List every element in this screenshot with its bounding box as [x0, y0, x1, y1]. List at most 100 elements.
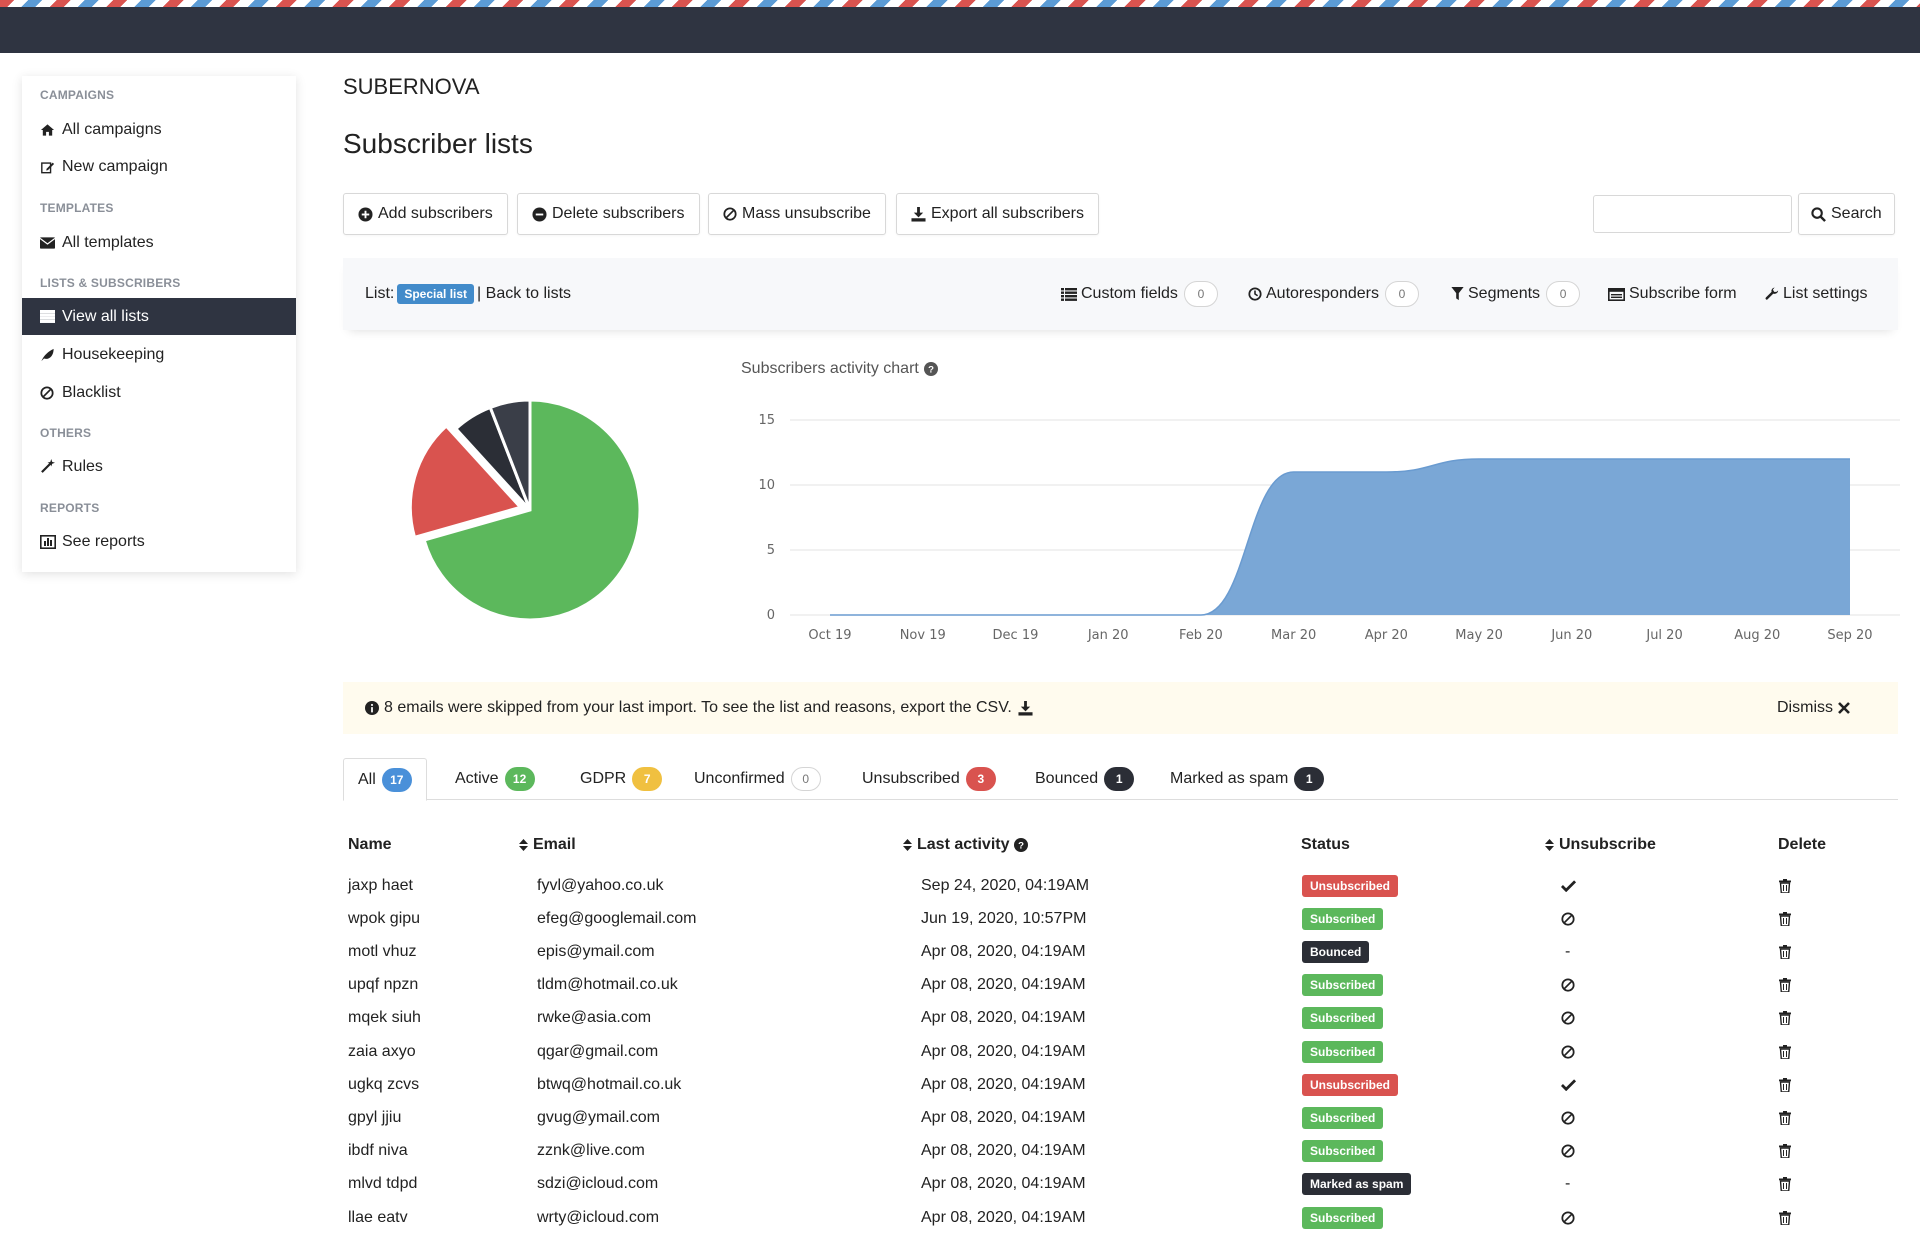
status-badge: Subscribed	[1302, 1007, 1384, 1030]
check-icon[interactable]	[1561, 879, 1576, 892]
sidebar-item-new-campaign[interactable]: New campaign	[22, 148, 296, 185]
custom-fields-link[interactable]: Custom fields 0	[1061, 281, 1218, 307]
back-to-lists-link[interactable]: | Back to lists	[477, 285, 572, 302]
subscriber-email[interactable]: epis@ymail.com	[537, 942, 655, 960]
trash-icon[interactable]	[1779, 1011, 1791, 1026]
trash-icon[interactable]	[1779, 978, 1791, 993]
sidebar-item-label: All campaigns	[62, 120, 162, 138]
trash-icon[interactable]	[1779, 911, 1791, 926]
subscriber-email[interactable]: qgar@gmail.com	[537, 1042, 659, 1060]
ban-icon[interactable]	[1561, 978, 1575, 992]
subscriber-filter-tabs: All 17 Active 12 GDPR 7 Unconfirmed 0 Un…	[343, 758, 1898, 801]
trash-icon[interactable]	[1779, 1077, 1791, 1092]
trash-icon[interactable]	[1779, 1177, 1791, 1192]
sidebar-item-all-templates[interactable]: All templates	[22, 224, 296, 261]
pie-slice-marked-as-spam[interactable]	[488, 398, 532, 511]
sidebar-item-all-campaigns[interactable]: All campaigns	[22, 111, 296, 148]
table-row: ugkq zcvs btwq@hotmail.co.uk Apr 08, 2020,…	[343, 1068, 1898, 1101]
column-header-email[interactable]: Email	[519, 836, 576, 854]
trash-icon[interactable]	[1779, 1144, 1791, 1159]
bar-chart-icon	[40, 534, 62, 549]
tab-unconfirmed[interactable]: Unconfirmed 0	[694, 758, 821, 800]
y-tick-label: 5	[767, 543, 775, 558]
trash-icon[interactable]	[1779, 1044, 1791, 1059]
ban-icon[interactable]	[1561, 912, 1575, 926]
search-input[interactable]	[1593, 195, 1792, 233]
subscriber-email[interactable]: sdzi@icloud.com	[537, 1175, 659, 1193]
column-header-name: Name	[348, 836, 392, 854]
subscribe-form-label: Subscribe form	[1629, 285, 1737, 302]
subscriber-email[interactable]: tldm@hotmail.co.uk	[537, 976, 678, 994]
search-label: Search	[1831, 205, 1882, 222]
pie-slice-active[interactable]	[422, 398, 642, 622]
add-subscribers-button[interactable]: Add subscribers	[343, 193, 508, 235]
question-circle-icon[interactable]: ?	[923, 362, 938, 376]
subscriber-email[interactable]: btwq@hotmail.co.uk	[537, 1075, 682, 1093]
x-tick-label: Aug 20	[1734, 628, 1780, 643]
tab-label: Active	[455, 770, 499, 787]
sidebar-item-housekeeping[interactable]: Housekeeping	[22, 336, 296, 373]
check-icon[interactable]	[1561, 1079, 1576, 1091]
unsubscribe-cell	[1561, 1068, 1576, 1101]
mass-unsubscribe-button[interactable]: Mass unsubscribe	[708, 193, 886, 235]
ban-icon[interactable]	[1561, 1111, 1575, 1125]
plus-circle-icon	[358, 206, 373, 222]
sidebar-item-rules[interactable]: Rules	[22, 448, 296, 485]
ban-icon[interactable]	[1561, 1144, 1575, 1158]
trash-icon[interactable]	[1779, 1210, 1791, 1225]
ban-icon[interactable]	[1561, 1044, 1575, 1059]
ban-icon[interactable]	[1561, 1011, 1575, 1025]
tab-unsubscribed[interactable]: Unsubscribed 3	[862, 758, 996, 800]
pie-slice-unsubscribed[interactable]	[408, 423, 524, 540]
trash-icon[interactable]	[1779, 944, 1791, 959]
x-tick-label: Jan 20	[1087, 628, 1129, 643]
subscriber-email[interactable]: zznk@live.com	[537, 1142, 645, 1160]
chart-title: Subscribers activity chart ?	[741, 360, 938, 378]
tab-all[interactable]: All 17	[343, 758, 427, 801]
close-icon	[1838, 702, 1850, 714]
svg-text:?: ?	[928, 365, 934, 376]
unsubscribe-placeholder: -	[1565, 1175, 1571, 1193]
subscriber-email[interactable]: gvug@ymail.com	[537, 1108, 660, 1126]
sidebar-item-view-all-lists[interactable]: View all lists	[22, 298, 296, 335]
tab-label: GDPR	[580, 770, 627, 787]
subscriber-email[interactable]: wrty@icloud.com	[537, 1208, 660, 1226]
unsubscribe-cell: -	[1561, 1168, 1570, 1201]
custom-fields-count: 0	[1183, 281, 1218, 307]
table-row: gpyl jjiu gvug@ymail.com Apr 08, 2020, 04:…	[343, 1101, 1898, 1134]
last-activity: Jun 19, 2020, 10:57PM	[921, 909, 1087, 927]
status-cell: Subscribed	[1302, 1135, 1384, 1168]
search-button[interactable]: Search	[1798, 193, 1895, 235]
sidebar-item-blacklist[interactable]: Blacklist	[22, 374, 296, 411]
tab-active[interactable]: Active 12	[455, 758, 535, 800]
question-circle-icon[interactable]: ?	[1014, 838, 1029, 852]
tab-bounced[interactable]: Bounced 1	[1035, 758, 1135, 800]
subscribe-form-link[interactable]: Subscribe form	[1608, 285, 1737, 303]
autoresponders-link[interactable]: Autoresponders 0	[1248, 281, 1419, 307]
export-all-subscribers-button[interactable]: Export all subscribers	[896, 193, 1099, 235]
tab-marked-as-spam[interactable]: Marked as spam 1	[1170, 758, 1325, 800]
delete-cell	[1779, 1068, 1791, 1101]
download-icon[interactable]	[1018, 700, 1033, 716]
segments-link[interactable]: Segments 0	[1451, 281, 1581, 307]
tab-gdpr[interactable]: GDPR 7	[580, 758, 663, 800]
unsubscribe-cell	[1561, 902, 1575, 935]
sidebar-item-see-reports[interactable]: See reports	[22, 523, 296, 560]
dismiss-button[interactable]: Dismiss	[1777, 699, 1850, 717]
unsubscribe-cell	[1561, 969, 1575, 1002]
trash-icon[interactable]	[1779, 1110, 1791, 1125]
delete-subscribers-button[interactable]: Delete subscribers	[517, 193, 700, 235]
subscriber-email[interactable]: efeg@googlemail.com	[537, 909, 697, 927]
column-header-unsubscribe[interactable]: Unsubscribe	[1545, 836, 1656, 854]
list-settings-link[interactable]: List settings	[1765, 285, 1867, 303]
tab-count-badge: 1	[1104, 767, 1135, 791]
table-row: jaxp haet fyvl@yahoo.co.uk Sep 24, 2020, 0…	[343, 869, 1898, 902]
x-tick-label: Nov 19	[900, 628, 946, 643]
trash-icon[interactable]	[1779, 878, 1791, 893]
delete-cell	[1779, 1101, 1791, 1134]
column-header-last-activity[interactable]: Last activity ?	[903, 836, 1029, 854]
ban-icon[interactable]	[1561, 1210, 1575, 1225]
last-activity: Apr 08, 2020, 04:19AM	[921, 942, 1086, 960]
subscriber-email[interactable]: fyvl@yahoo.co.uk	[537, 876, 664, 894]
subscriber-email[interactable]: rwke@asia.com	[537, 1009, 652, 1027]
